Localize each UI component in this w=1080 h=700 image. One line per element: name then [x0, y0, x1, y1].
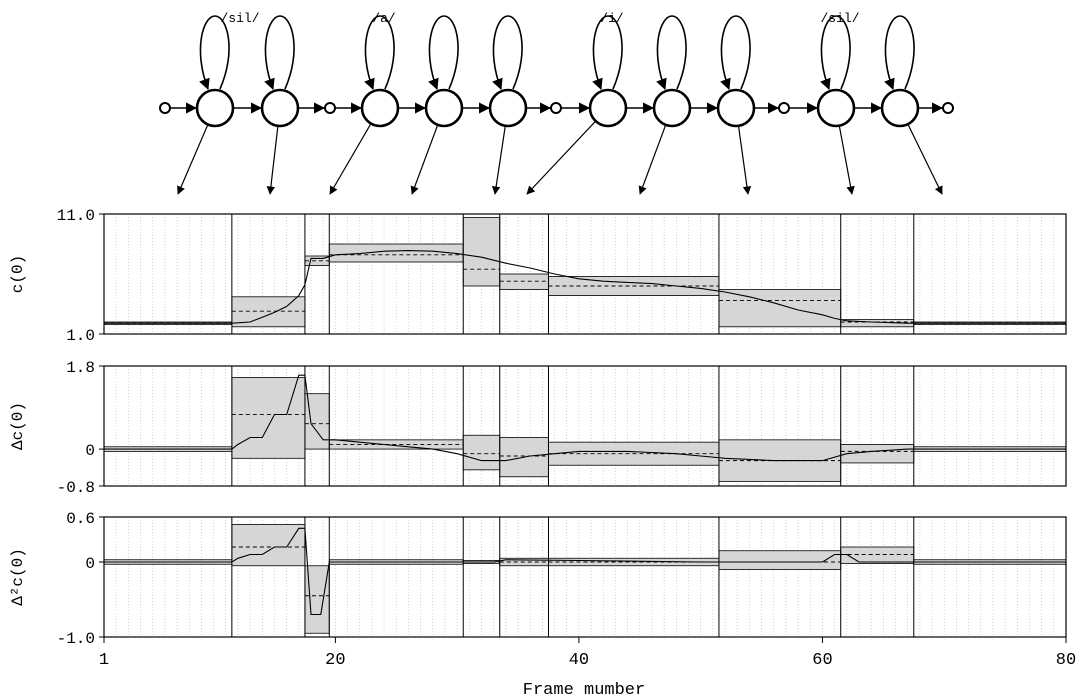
emission-arrow	[838, 126, 855, 195]
emission-arrow	[526, 121, 596, 195]
self-loop-arrow	[492, 15, 523, 91]
panel-frame	[103, 213, 1067, 335]
hmm-state-node	[488, 88, 528, 128]
hmm-state-node	[424, 88, 464, 128]
emission-arrow	[329, 124, 371, 195]
hmm-state-node	[652, 88, 692, 128]
emission-arrow	[177, 125, 209, 195]
hmm-state-node	[360, 88, 400, 128]
panel-0: 11.0 1.0 c(0)	[9, 207, 1067, 345]
y-axis-label: Δc(0)	[9, 402, 27, 450]
emission-arrow	[907, 124, 943, 195]
self-loop-arrow	[428, 15, 459, 91]
y-tick-label: 0.6	[66, 510, 95, 528]
variance-box	[718, 289, 842, 328]
emission-arrow	[266, 126, 279, 195]
hmm-state-node	[260, 88, 300, 128]
self-loop-arrow	[656, 15, 687, 91]
emission-arrows	[177, 121, 943, 195]
hmm-null-node	[159, 102, 171, 114]
phone-label-sil-start: /sil/	[220, 11, 259, 26]
x-axis: 1 20 40 60 80	[99, 637, 1076, 670]
y-tick-label: 11.0	[57, 207, 95, 225]
variance-box	[231, 377, 306, 459]
panel-frame	[103, 516, 1067, 638]
y-tick-label: 1.0	[66, 327, 95, 345]
hmm-state-node	[195, 88, 235, 128]
hmm-null-node	[550, 102, 562, 114]
hmm-null-node	[778, 102, 790, 114]
trajectory-line	[104, 250, 1066, 324]
emission-arrow	[638, 125, 666, 195]
self-loop-arrow	[264, 15, 295, 91]
variance-box	[718, 550, 842, 570]
emission-arrow	[410, 125, 438, 195]
emission-arrow	[738, 126, 752, 195]
self-loop-arrow	[592, 15, 623, 91]
hmm-state-node	[716, 88, 756, 128]
hmm-state-node	[588, 88, 628, 128]
panel-2: 0.6 0 -1.0 Δ²c(0)	[9, 510, 1067, 648]
trajectory-line	[104, 374, 1066, 462]
variance-box	[840, 546, 915, 564]
hmm-null-node	[942, 102, 954, 114]
variance-box	[231, 296, 306, 328]
y-tick-label: -1.0	[57, 630, 95, 648]
x-tick-label: 60	[812, 651, 832, 670]
variance-box	[462, 434, 501, 471]
y-tick-label: 1.8	[66, 359, 95, 377]
self-loop-arrow	[199, 15, 230, 91]
emission-arrow	[491, 126, 506, 195]
phone-label-i: /i/	[600, 11, 624, 26]
panel-1: 1.8 0 -0.8 Δc(0)	[9, 359, 1067, 497]
x-tick-label: 40	[569, 651, 589, 670]
x-tick-label: 80	[1056, 651, 1076, 670]
hmm-diagram	[159, 15, 954, 128]
phone-label-sil-end: /sil/	[820, 11, 859, 26]
variance-box	[499, 273, 549, 291]
self-loop-arrow	[720, 15, 751, 91]
variance-box	[462, 217, 501, 287]
y-axis-label: c(0)	[9, 255, 27, 293]
self-loop-arrow	[884, 15, 915, 91]
x-axis-label: Frame mumber	[523, 681, 645, 700]
hmm-null-node	[324, 102, 336, 114]
chart-panels: 11.0 1.0 c(0) 1.8 0 -0.8 Δc(0) 0.6 0 -1.0 Δ²c(0)	[9, 207, 1067, 648]
y-tick-label: 0	[85, 555, 95, 573]
trajectory-line	[104, 527, 1066, 616]
variance-box	[304, 565, 330, 634]
y-tick-label: -0.8	[57, 479, 95, 497]
x-tick-label: 1	[99, 651, 109, 670]
hmm-state-node	[880, 88, 920, 128]
self-loop-arrow	[364, 15, 395, 91]
phone-label-a: /a/	[372, 11, 396, 26]
self-loop-arrow	[820, 15, 851, 91]
hmm-state-node	[816, 88, 856, 128]
phone-labels: /sil/ /a/ /i/ /sil/	[220, 11, 859, 26]
x-tick-label: 20	[325, 651, 345, 670]
panel-frame	[103, 365, 1067, 487]
y-axis-label: Δ²c(0)	[9, 548, 27, 606]
y-tick-label: 0	[85, 442, 95, 460]
variance-box	[231, 524, 306, 567]
variance-box	[328, 243, 464, 263]
